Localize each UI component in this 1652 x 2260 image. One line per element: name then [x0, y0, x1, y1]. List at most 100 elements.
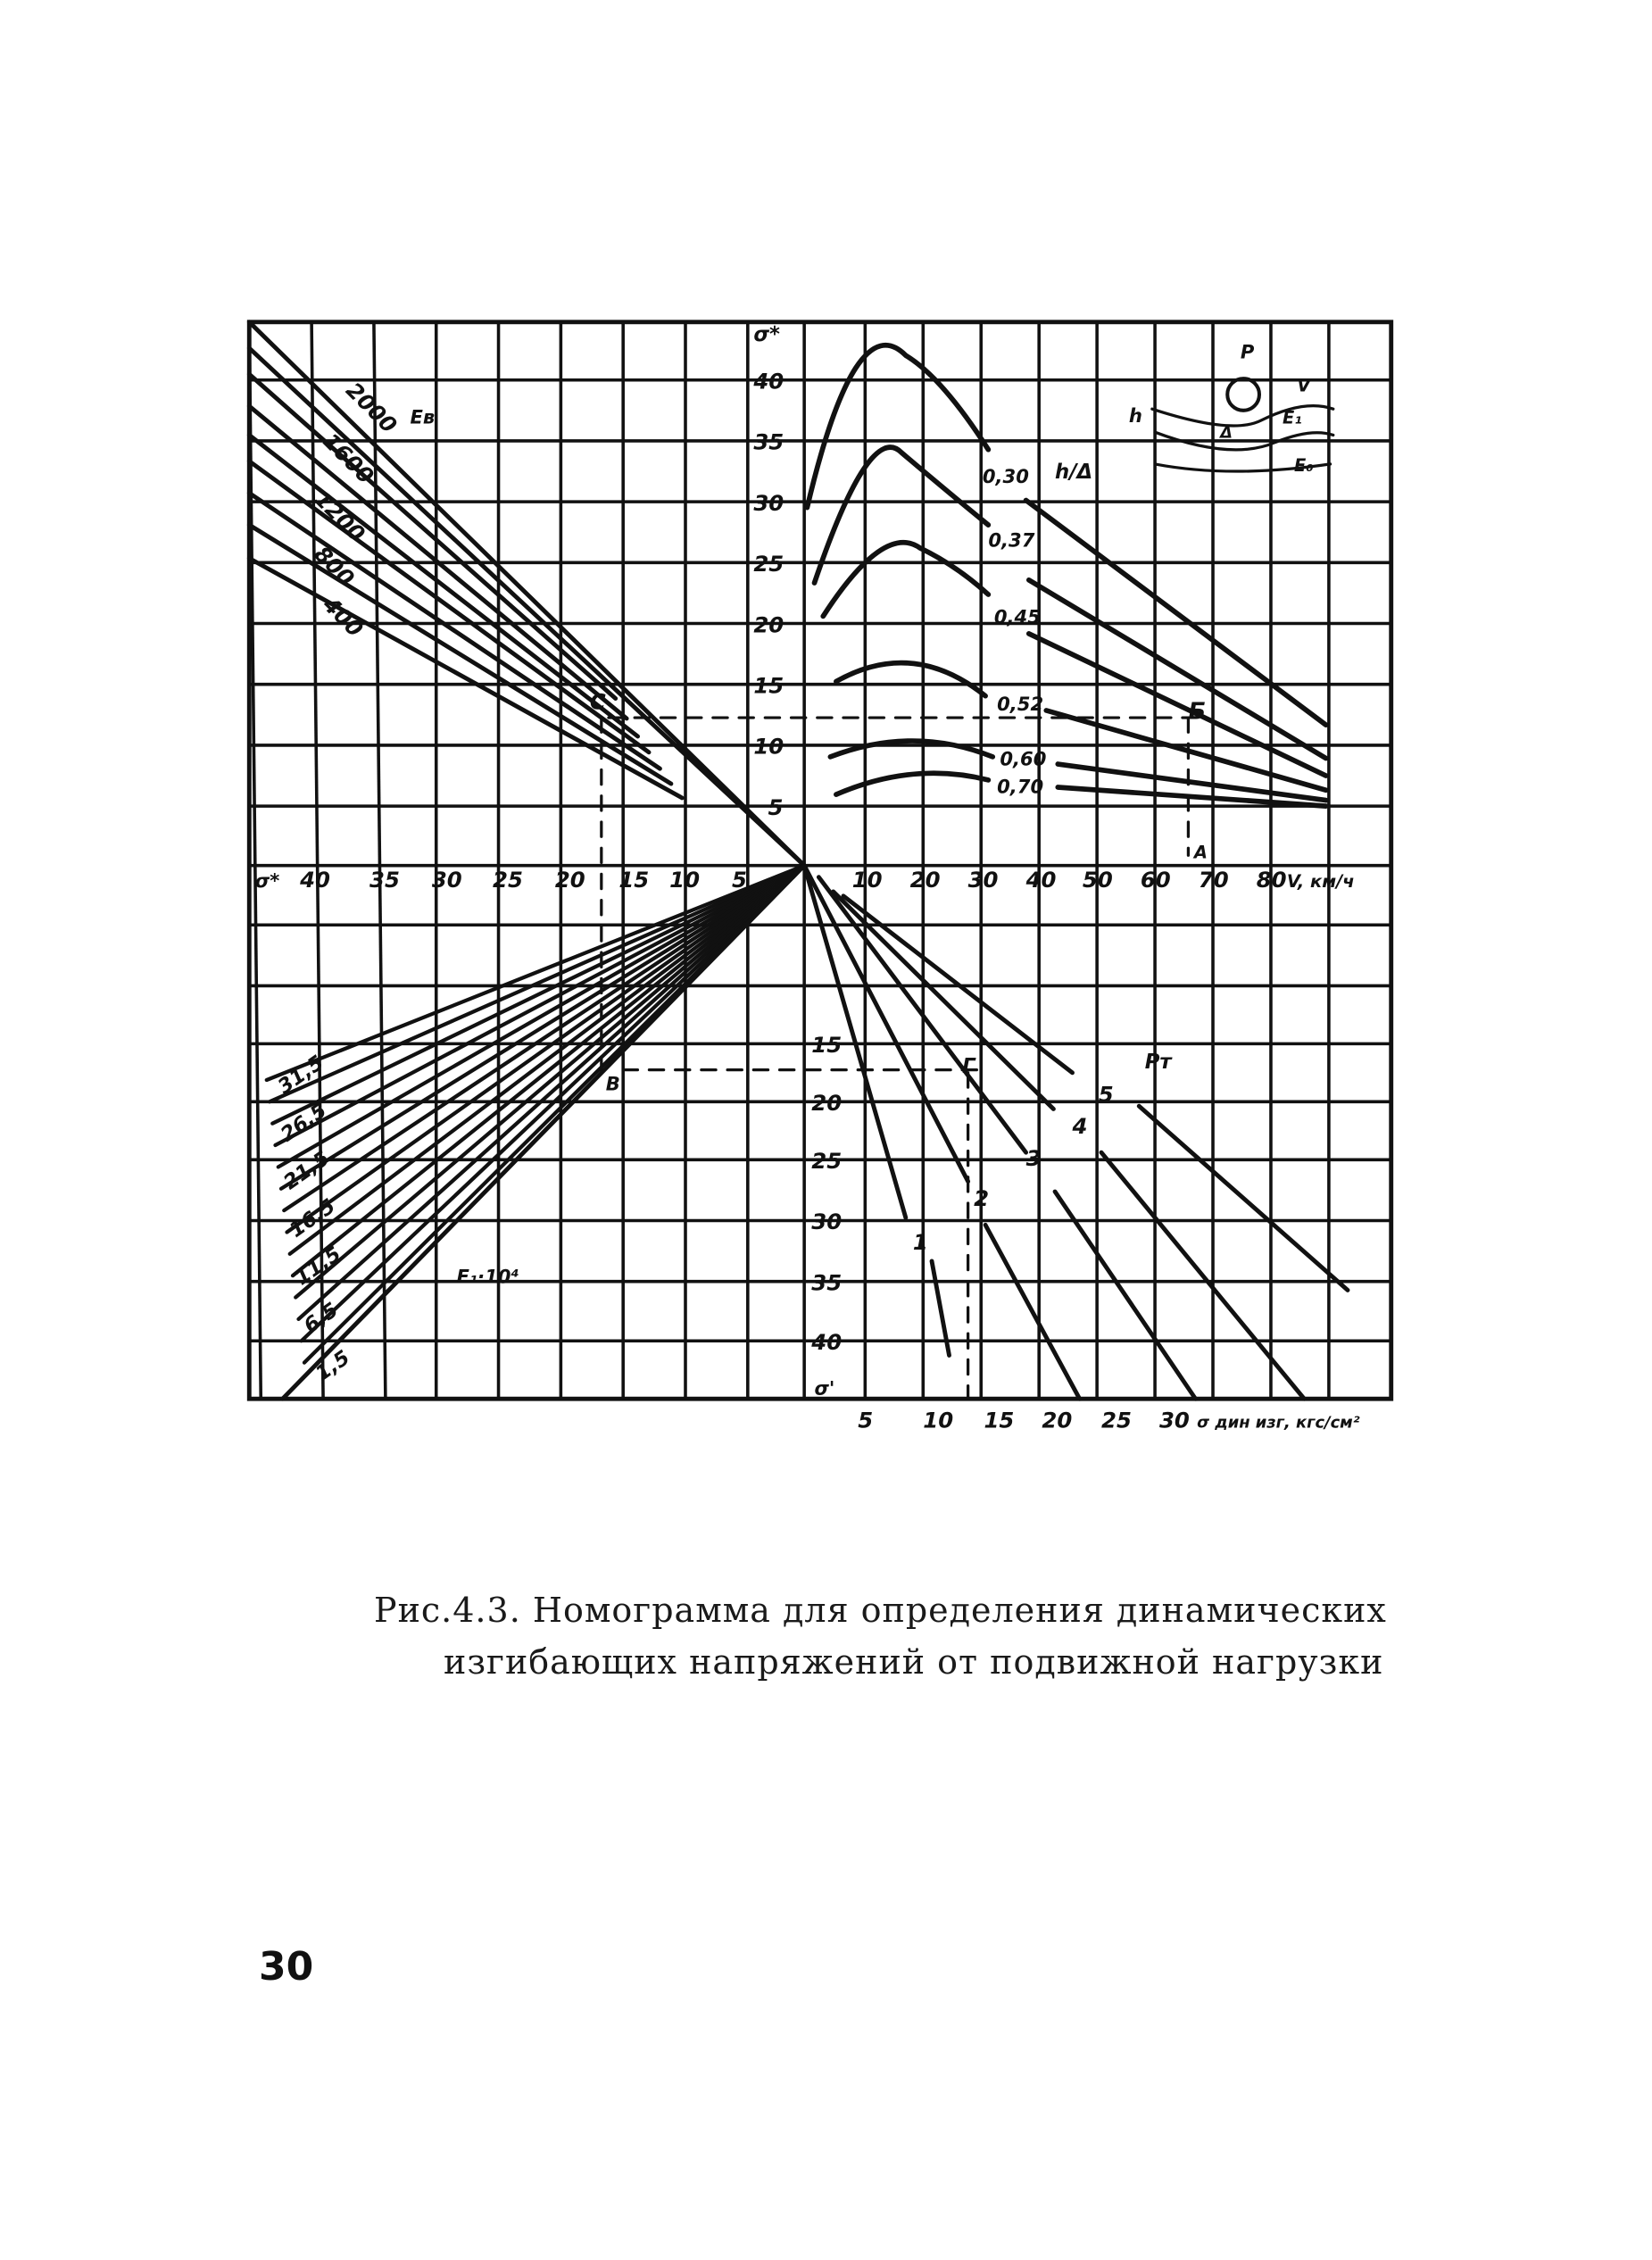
es-line [246, 556, 685, 801]
label: 5 [732, 867, 747, 893]
label: 15 [984, 1408, 1014, 1433]
label: 35 [811, 1269, 842, 1295]
label: V, км/ч [1287, 871, 1355, 892]
label: 5 [768, 794, 784, 820]
es-line [246, 490, 662, 771]
h-delta-curve [827, 738, 996, 760]
inset-base [1153, 462, 1332, 473]
e1-line [287, 863, 807, 1256]
label: 35 [369, 867, 400, 893]
h-delta-line [1055, 761, 1329, 803]
label: 50 [1083, 867, 1113, 893]
label: 2 [974, 1185, 989, 1211]
chart-border [246, 320, 1394, 1401]
e1-line [299, 863, 807, 1343]
label: 10 [852, 867, 883, 893]
load-line-4 [1099, 1150, 1307, 1401]
label: 30 [968, 867, 999, 893]
label: E₁·10⁴ [456, 1265, 519, 1287]
label: 1 [913, 1229, 928, 1255]
label: 15 [811, 1032, 842, 1058]
caption-line-2: изгибающих напряжений от подвижной нагру… [444, 1642, 1384, 1682]
caption-line-1: Рис.4.3. Номограмма для определения дина… [374, 1591, 1387, 1630]
e1-line [270, 863, 807, 1126]
figure-caption: Рис.4.3. Номограмма для определения дина… [374, 1584, 1387, 1688]
es-line [246, 522, 674, 786]
label: 20 [910, 867, 941, 893]
label: 0,37 [988, 528, 1034, 551]
label: V [1297, 376, 1312, 396]
e1-line [290, 863, 807, 1278]
e1-line [276, 863, 807, 1169]
label: Г [962, 1055, 976, 1078]
label: σ* [753, 323, 780, 346]
label: 15 [753, 672, 784, 698]
label: 4 [1072, 1113, 1088, 1139]
load-line-1 [801, 863, 909, 1220]
label: 10 [753, 734, 784, 760]
label: 20 [811, 1090, 842, 1116]
label: А [1192, 843, 1208, 863]
label: 25 [811, 1148, 842, 1174]
load-line-2 [983, 1222, 1083, 1401]
label: Б [1188, 699, 1206, 726]
label: 80 [1257, 867, 1287, 893]
e1-line [267, 863, 807, 1104]
label: 40 [752, 368, 784, 394]
es-line [246, 459, 652, 755]
load-line-2 [801, 863, 971, 1184]
load-line-5 [1136, 1103, 1350, 1292]
label: 40 [299, 867, 330, 893]
label: 3 [1026, 1145, 1042, 1171]
label: 1,5 [311, 1346, 354, 1385]
label: σ' [815, 1376, 835, 1399]
label: σ дин изг, кгс/см² [1197, 1414, 1360, 1433]
e1-line [294, 863, 807, 1300]
label: E₀ [1294, 455, 1314, 476]
e1-line [280, 863, 807, 1401]
e1-line [282, 863, 807, 1213]
e1-line [278, 863, 807, 1191]
h-delta-line [1055, 785, 1329, 809]
label: 40 [1025, 867, 1057, 893]
label: 21,5 [279, 1147, 334, 1194]
inset-layer [1153, 430, 1335, 452]
label: E₁ [1283, 407, 1302, 428]
page-number: 30 [259, 1944, 314, 1990]
wheel-load-icon [1225, 377, 1262, 412]
label: 0,45 [994, 606, 1041, 628]
nomogram-lines [246, 320, 1350, 1401]
h-delta-line [1025, 631, 1329, 778]
h-delta-curve [820, 539, 992, 619]
label: 5 [1099, 1081, 1114, 1107]
h-delta-line [1025, 577, 1329, 761]
label: 40 [810, 1329, 842, 1355]
e1-line [273, 863, 807, 1148]
label: 0,60 [1000, 748, 1046, 770]
h-delta-line [1023, 497, 1329, 728]
h-delta-curve [804, 343, 992, 511]
e1-line [264, 863, 807, 1083]
h-delta-curve [834, 770, 992, 797]
label: 20 [1042, 1408, 1072, 1433]
label: 25 [753, 551, 784, 577]
es-line [246, 403, 629, 721]
label: 30 [811, 1209, 842, 1234]
label: 60 [1141, 867, 1171, 893]
label: Δ [1218, 424, 1233, 443]
h-delta-curve [834, 660, 988, 699]
label: 0,30 [983, 465, 1029, 487]
label: 20 [555, 867, 585, 893]
label: 800 [309, 541, 359, 591]
label: P [1241, 340, 1255, 362]
load-line-3 [816, 875, 1029, 1155]
es-line [246, 345, 807, 868]
h-delta-curve [811, 445, 992, 586]
label: 30 [753, 490, 784, 516]
load-line-4 [831, 889, 1056, 1111]
grid [246, 320, 1394, 1401]
label: 0,52 [997, 693, 1043, 715]
label: σ* [255, 869, 279, 892]
label: 2000 [341, 377, 402, 437]
